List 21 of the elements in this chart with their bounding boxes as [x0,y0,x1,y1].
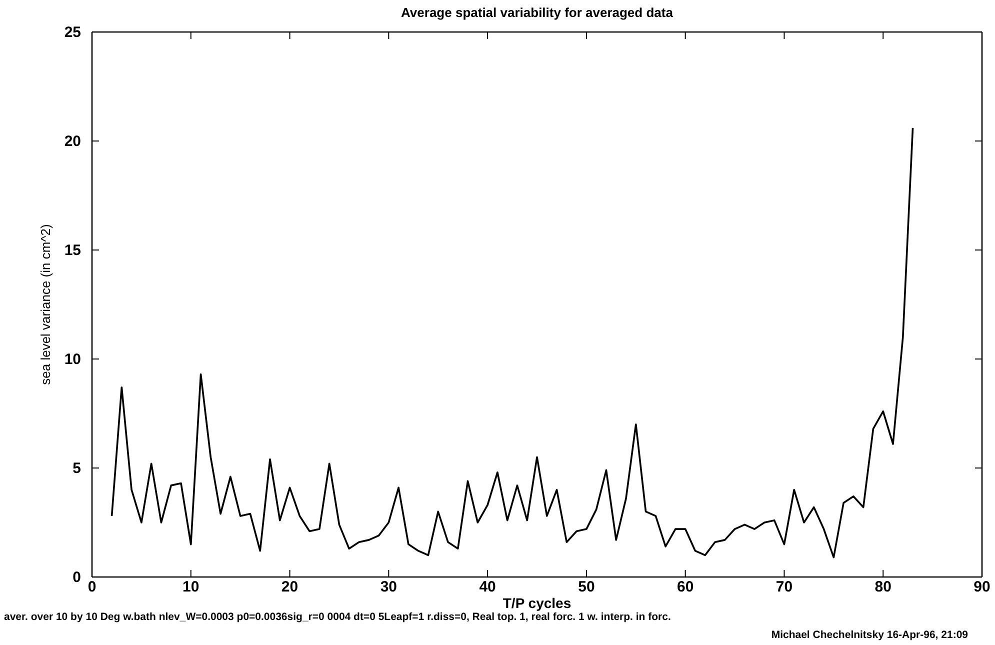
text: Michael Chechelnitsky 16-Apr-96, 21:09 [771,629,968,641]
y-tick-label: 10 [64,350,81,368]
text: aver. over 10 by 10 Deg w.bath nlev_W=0.0003 p0=0.0036sig_r=0 0004 dt=0 5Leapf=1 r.diss=0, Real top. 1, real forc. 1 w. interp. in forc. [4,611,671,623]
y-axis-title: sea level variance (in cm^2) [38,224,53,385]
x-tick-label: 70 [776,578,793,596]
x-tick-label: 30 [380,578,398,596]
line-series [110,127,914,558]
x-tick-label: 90 [974,578,990,596]
chart-title: Average spatial variability for averaged data [401,5,674,20]
x-tick-label: 50 [578,578,595,596]
x-tick-label: 10 [182,578,200,596]
x-tick-label: 40 [479,578,496,596]
y-tick-label: 25 [64,24,81,41]
x-tick-label: 60 [676,578,694,596]
x-tick-label: 20 [281,578,298,596]
y-tick-label: 20 [64,132,81,150]
x-axis-title: T/P cycles [502,595,572,611]
y-tick-label: 5 [72,460,81,477]
x-tick-label: 80 [874,578,892,596]
x-tick-label: 0 [88,578,96,596]
y-tick-label: 15 [64,242,81,259]
